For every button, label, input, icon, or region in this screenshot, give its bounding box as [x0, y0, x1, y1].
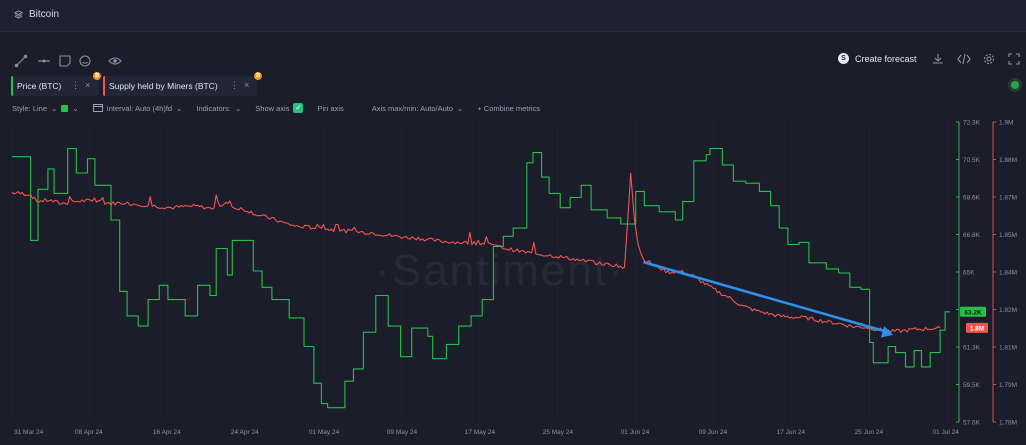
chevron-down-icon: ⌄ [72, 103, 79, 113]
chart-axes: 72.3K 70.5K 68.6K 66.8K 65K 63.2K 61.3K 59.5K 57… [14, 120, 1017, 437]
forecast-icon: S [838, 53, 849, 64]
show-axis-checkbox[interactable]: ✓ [293, 103, 304, 113]
metric-tab-supply-label: Supply held by Miners (BTC) [109, 81, 218, 91]
x-tick-label: 17 May 24 [465, 429, 496, 436]
chart-toolbar [0, 50, 1026, 72]
asset-title[interactable]: Bitcoin [14, 9, 59, 20]
x-tick-label: 24 Apr 24 [231, 429, 259, 436]
x-tick-label: 08 Apr 24 [75, 429, 103, 436]
download-icon[interactable] [932, 53, 944, 65]
axis-minmax-select[interactable]: Axis max/min: Auto/Auto [371, 103, 454, 113]
more-options-icon[interactable]: ⋮ [230, 80, 239, 90]
metric-color-bar [103, 76, 105, 96]
annotation-arrow [643, 261, 894, 338]
create-forecast-button[interactable]: S Create forecast [838, 53, 917, 64]
price-tick-label: 59.5K [963, 382, 981, 389]
price-current-tag [960, 306, 986, 317]
bitcoin-icon: ₿ [254, 72, 262, 80]
color-swatch[interactable] [61, 104, 69, 112]
price-tick-label: 72.3K [963, 120, 981, 127]
price-tick-label: 65K [963, 270, 975, 277]
more-options-icon[interactable]: ⋮ [71, 80, 80, 90]
supply-tick-label: 1.88M [999, 157, 1017, 164]
gear-icon[interactable] [983, 53, 995, 65]
price-tick-label: 57.6K [963, 420, 981, 427]
supply-tick-label: 1.78M [999, 420, 1017, 427]
price-series-line [12, 147, 950, 409]
arrow-shaft [643, 261, 889, 334]
supply-tick-label: 1.85M [999, 232, 1017, 239]
chevron-down-icon: ⌄ [457, 103, 464, 113]
show-axis-label: Show axis [255, 103, 290, 113]
chevron-down-icon: ⌄ [176, 103, 183, 113]
series-lines [11, 147, 950, 409]
x-tick-label: 25 May 24 [543, 429, 574, 436]
x-tick-label: 09 May 24 [387, 429, 418, 436]
arrow-head [880, 326, 894, 338]
price-tick-label: 66.8K [963, 232, 981, 239]
bitcoin-icon: ₿ [93, 72, 101, 80]
supply-tick-label: 1.87M [999, 195, 1017, 202]
line-tool-icon[interactable] [14, 54, 28, 68]
metric-tab-price[interactable]: Price (BTC) ⋮ × [11, 76, 99, 96]
metric-tab-supply[interactable]: Supply held by Miners (BTC) ⋮ × [103, 76, 257, 96]
supply-tick-label: 1.82M [999, 307, 1017, 314]
chart-options-bar: Style: Line ⌄ ⌄ Interval: Auto (4h)fd ⌄ … [12, 103, 544, 113]
x-tick-label: 01 Jul 24 [933, 429, 960, 436]
supply-current-tag [966, 322, 988, 333]
close-icon[interactable]: × [244, 80, 250, 90]
interval-select[interactable]: Interval: Auto (4h)fd [106, 103, 173, 113]
x-tick-label: 17 Jun 24 [777, 429, 806, 436]
metric-color-bar [11, 76, 13, 96]
price-current-label: 63.2K [964, 309, 982, 316]
x-tick-label: 01 May 24 [309, 429, 340, 436]
create-forecast-label: Create forecast [855, 53, 917, 64]
supply-tick-label: 1.84M [999, 270, 1017, 277]
fullscreen-icon[interactable] [1008, 53, 1020, 65]
horizontal-line-icon[interactable] [37, 54, 51, 68]
embed-code-icon[interactable] [957, 53, 971, 65]
x-tick-label: 16 Apr 24 [153, 429, 181, 436]
supply-tick-label: 1.9M [999, 120, 1013, 127]
style-select[interactable]: Style: Line [12, 103, 48, 113]
supply-series-line [11, 172, 941, 333]
note-icon[interactable] [58, 54, 72, 68]
grid-lines [11, 122, 948, 422]
close-icon[interactable]: × [85, 80, 91, 90]
top-bar: Bitcoin [0, 0, 1026, 32]
x-tick-label: 31 Mar 24 [14, 429, 44, 436]
live-status-dot [1011, 81, 1019, 89]
chevron-down-icon: ⌄ [51, 103, 58, 113]
chevron-down-icon: ⌄ [234, 103, 242, 113]
supply-tick-label: 1.79M [999, 382, 1017, 389]
price-tick-label: 70.5K [963, 157, 981, 164]
price-tick-label: 68.6K [963, 195, 981, 202]
x-tick-label: 01 Jun 24 [621, 429, 650, 436]
santiment-watermark: ·Santiment· [375, 246, 624, 295]
indicators-select[interactable]: Indicators: [196, 103, 231, 113]
metric-tab-price-label: Price (BTC) [17, 81, 62, 91]
supply-current-label: 1.8M [970, 325, 984, 332]
layers-icon [14, 10, 23, 19]
asset-title-label: Bitcoin [29, 9, 60, 20]
price-tick-label: 61.3K [963, 345, 981, 352]
supply-tick-label: 1.81M [999, 345, 1017, 352]
emoji-icon[interactable] [78, 54, 92, 68]
x-tick-label: 09 Jun 24 [699, 429, 728, 436]
combine-metrics-button[interactable]: + Combine metrics [477, 103, 541, 113]
calendar-icon [92, 104, 103, 112]
pin-axis-toggle[interactable]: Pin axis [317, 103, 344, 113]
x-tick-label: 25 Jun 24 [855, 429, 884, 436]
eye-icon[interactable] [108, 54, 122, 68]
